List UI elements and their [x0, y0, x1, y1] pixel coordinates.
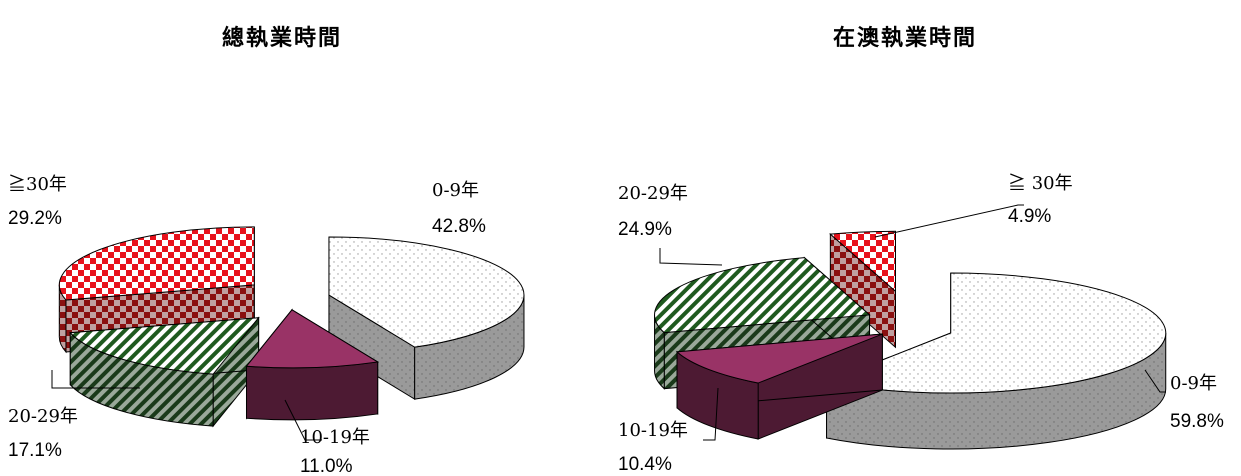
pie1-slice-10-19 — [245, 308, 380, 421]
pie2-slice-0-9 — [824, 272, 1167, 450]
pie2-value-30: 4.9% — [1008, 206, 1051, 227]
pie1-slice-30 — [58, 226, 255, 354]
pie2-label-0-9: 0-9年 — [1170, 373, 1217, 394]
pie2-value-0-9: 59.8% — [1170, 411, 1224, 432]
pie2-leader-30 — [874, 204, 1024, 238]
pie1-leader-20-29 — [51, 370, 140, 389]
pie1-label-0-9: 0-9年 — [432, 180, 479, 201]
pie1-slice-20-29 — [69, 316, 260, 428]
pie1-slice-0-9 — [328, 236, 525, 401]
pie1-value-20-29: 17.1% — [8, 440, 62, 461]
pie1-label-10-19: 10-19年 — [300, 427, 370, 448]
pie2-leader-20-29 — [659, 248, 723, 266]
pie1-leader-10-19 — [284, 399, 322, 441]
pie2-slice-10-19 — [675, 333, 883, 440]
pie2-value-10-19: 10.4% — [618, 454, 672, 475]
pie1-value-0-9: 42.8% — [432, 216, 486, 237]
pie2-leader-0-9 — [1144, 369, 1166, 393]
chart2-title: 在澳執業時間 — [833, 26, 978, 51]
chart1-title: 總執業時間 — [222, 26, 343, 51]
pie1-label-30: ≧30年 — [8, 174, 67, 195]
pie2-leader-10-19 — [703, 387, 719, 441]
pie2-label-30: ≧ 30年 — [1008, 173, 1073, 194]
pie1-value-30: 29.2% — [8, 208, 62, 229]
pie2-label-10-19: 10-19年 — [618, 420, 688, 441]
pie2-label-20-29: 20-29年 — [618, 183, 688, 204]
pie1-label-20-29: 20-29年 — [8, 406, 78, 427]
pie1-value-10-19: 11.0% — [300, 456, 353, 476]
pie2-value-20-29: 24.9% — [618, 219, 672, 240]
